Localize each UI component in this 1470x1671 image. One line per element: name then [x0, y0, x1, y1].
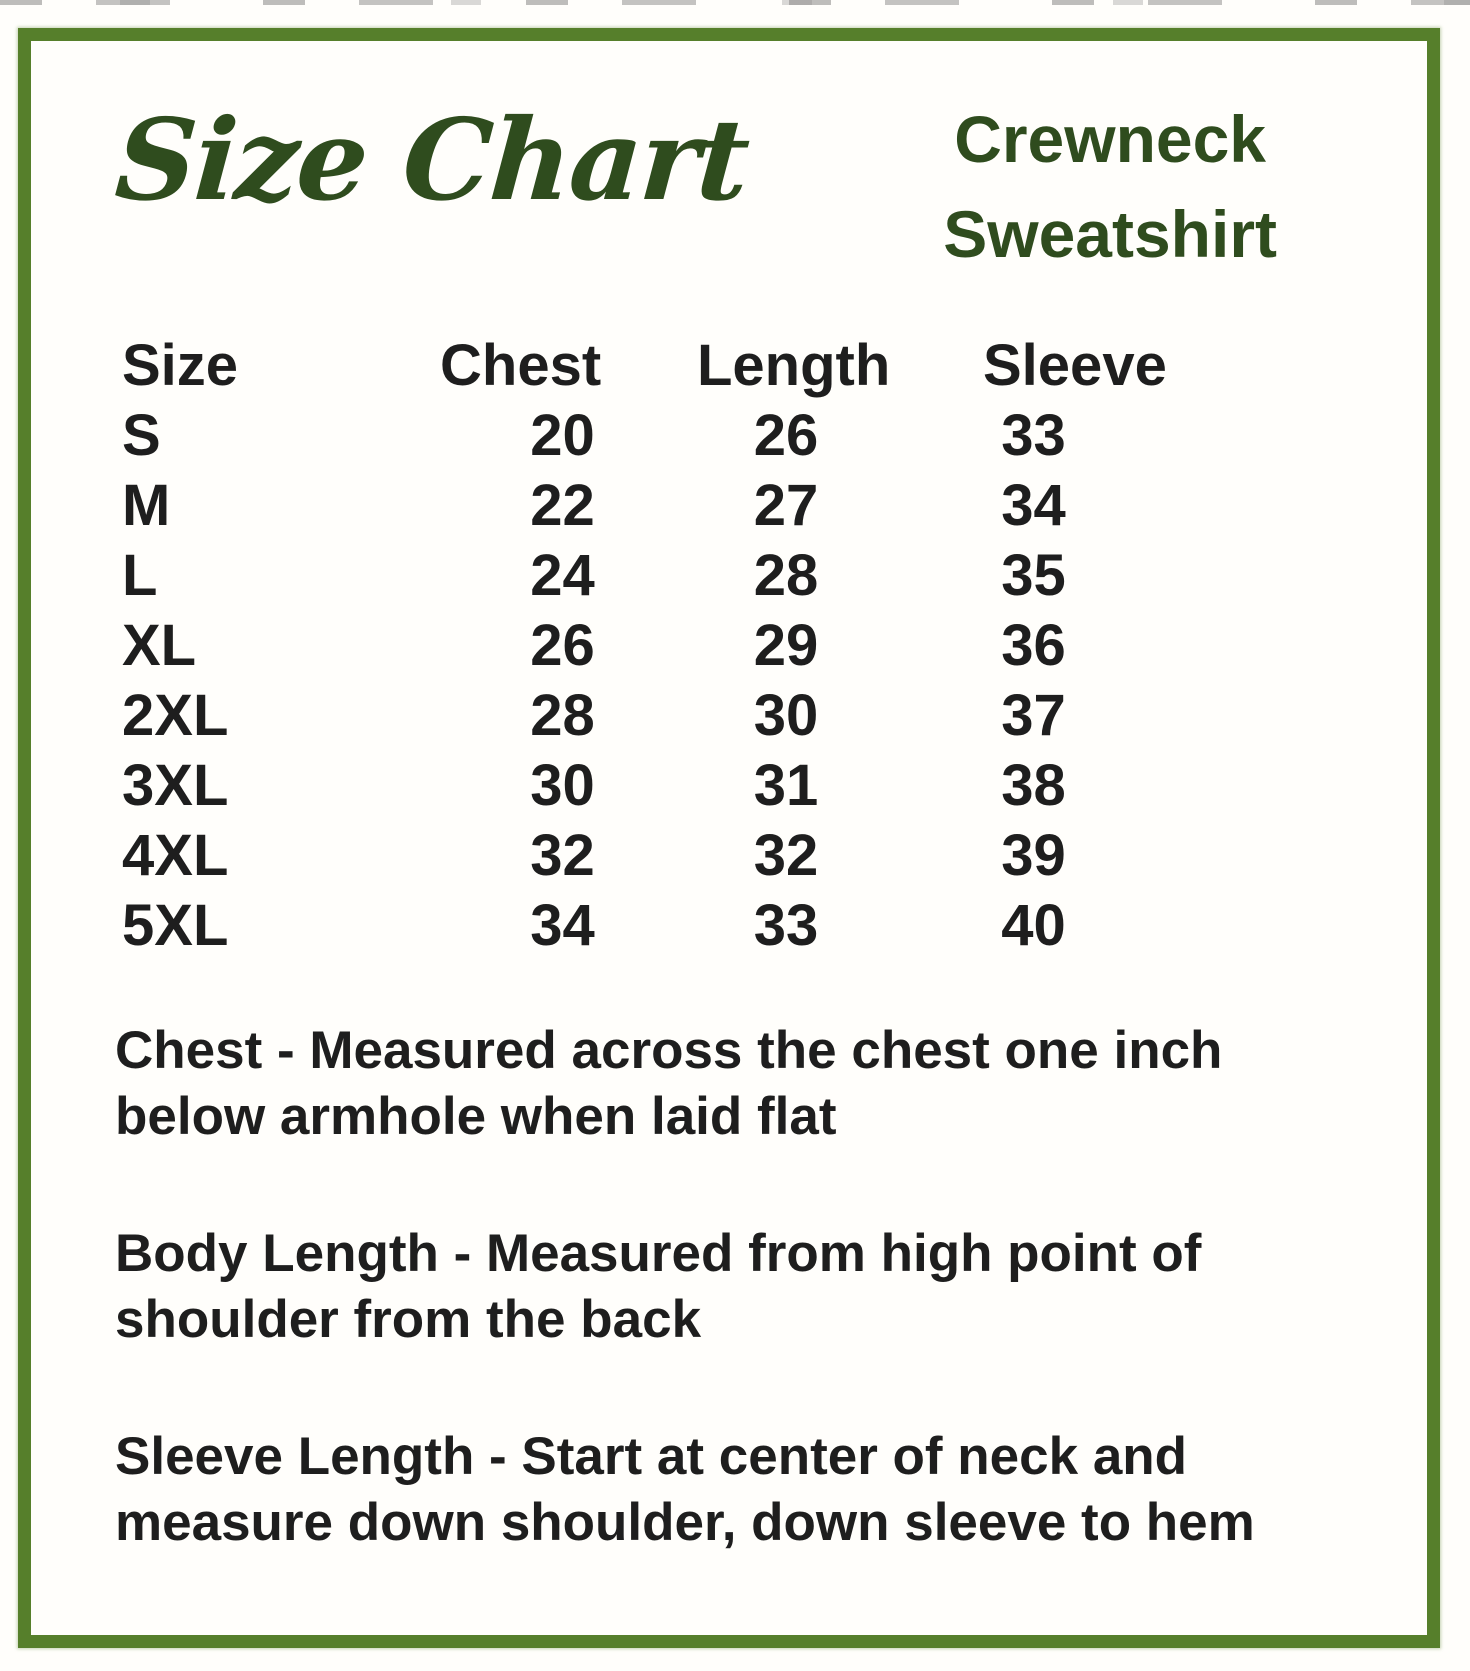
table-cell: 26 [530, 613, 595, 678]
table-cell: 31 [753, 753, 819, 818]
note-line: measure down shoulder, down sleeve to he… [115, 1493, 1255, 1552]
table-cell: 32 [530, 823, 595, 888]
table-cell: 34 [530, 893, 595, 958]
row-size-label: M [122, 473, 171, 538]
table-cell: 38 [1001, 753, 1066, 818]
row-size-label: 5XL [122, 893, 229, 958]
column-header-sleeve: Sleeve [983, 333, 1167, 398]
table-cell: 22 [530, 473, 595, 538]
note-line: below armhole when laid flat [115, 1087, 837, 1146]
table-cell: 40 [1001, 893, 1066, 958]
note-line: Chest - Measured across the chest one in… [115, 1021, 1223, 1080]
table-cell: 30 [753, 683, 819, 748]
row-size-label: L [122, 543, 158, 608]
note-paragraph: Sleeve Length - Start at center of neck … [115, 1424, 1427, 1556]
table-cell: 34 [1001, 473, 1066, 538]
note-paragraph: Body Length - Measured from high point o… [115, 1221, 1427, 1353]
page-title: Size Chart [111, 95, 752, 226]
table-cell: 39 [1001, 823, 1066, 888]
table-cell: 35 [1001, 543, 1066, 608]
table-cell: 29 [753, 613, 819, 678]
row-size-label: XL [122, 613, 197, 678]
table-cell: 27 [753, 473, 819, 538]
table-cell: 30 [530, 753, 595, 818]
column-header-chest: Chest [440, 333, 602, 398]
product-name-line1: Crewneck [954, 102, 1267, 176]
top-crop-artifact [0, 0, 1470, 5]
row-size-label: 3XL [122, 753, 229, 818]
note-paragraph: Chest - Measured across the chest one in… [115, 1018, 1427, 1150]
row-size-label: 4XL [122, 823, 229, 888]
table-cell: 37 [1001, 683, 1066, 748]
column-header-length: Length [697, 333, 891, 398]
row-size-label: S [122, 403, 161, 468]
table-cell: 33 [1001, 403, 1066, 468]
column-header-size: Size [122, 333, 239, 398]
row-size-label: 2XL [122, 683, 229, 748]
table-cell: 24 [530, 543, 595, 608]
note-line: Body Length - Measured from high point o… [115, 1224, 1202, 1283]
table-cell: 20 [530, 403, 595, 468]
table-cell: 32 [753, 823, 819, 888]
green-border-frame: Size Chart Crewneck Sweatshirt Size Chest… [18, 28, 1440, 1648]
table-cell: 26 [753, 403, 819, 468]
note-line: Sleeve Length - Start at center of neck … [115, 1427, 1188, 1486]
table-cell: 28 [530, 683, 595, 748]
table-cell: 28 [753, 543, 819, 608]
note-line: shoulder from the back [115, 1290, 702, 1349]
table-cell: 36 [1001, 613, 1066, 678]
product-name: Crewneck Sweatshirt [943, 92, 1277, 282]
measurement-notes: Chest - Measured across the chest one in… [115, 1018, 1427, 1556]
size-table: Size Chest Length Sleeve S 20 26 33 M 22 27 34 L 24 28… [122, 331, 1427, 961]
product-name-line2: Sweatshirt [943, 197, 1277, 271]
header: Size Chart Crewneck Sweatshirt [111, 86, 1427, 282]
table-cell: 33 [753, 893, 819, 958]
